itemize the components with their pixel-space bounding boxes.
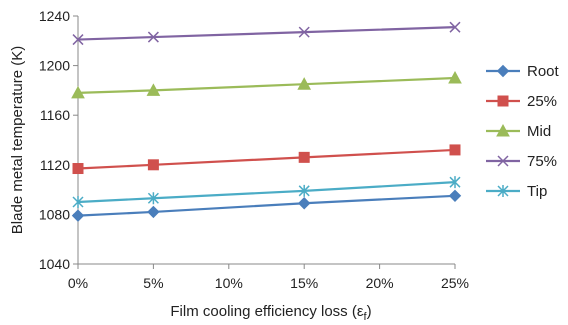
legend-label: 25% — [527, 93, 557, 110]
series-line — [77, 76, 456, 94]
data-point — [449, 21, 461, 33]
legend-marker — [497, 95, 509, 107]
x-tick-label: 20% — [366, 275, 394, 291]
data-point — [72, 196, 84, 208]
data-point — [147, 159, 159, 171]
series-25 — [72, 144, 461, 175]
series-root — [71, 189, 462, 222]
series-line — [77, 148, 456, 170]
legend-item-25: 25% — [486, 93, 557, 110]
legend-item-root: Root — [486, 63, 560, 80]
data-point — [147, 31, 159, 43]
x-tick-label: 10% — [215, 275, 243, 291]
legend-marker — [497, 155, 509, 167]
legend-label: Root — [527, 63, 560, 80]
legend-item-mid: Mid — [486, 123, 551, 140]
legend-marker — [497, 185, 509, 197]
data-point — [72, 163, 84, 175]
data-point — [297, 197, 311, 210]
series-tip — [72, 176, 461, 208]
series-mid — [71, 70, 462, 99]
y-tick-label: 1040 — [39, 256, 70, 272]
y-tick-label: 1240 — [39, 8, 70, 24]
axes: 1040 1080 1120 1160 1200 1240 0% 5% 10% 15% 20% 25% — [39, 8, 469, 291]
y-tick-label: 1200 — [39, 58, 70, 74]
data-point — [71, 85, 85, 99]
x-axis-title: Film cooling efficiency loss (εf) — [170, 303, 371, 323]
y-tick-label: 1080 — [39, 206, 70, 222]
data-point — [298, 26, 310, 38]
x-axis-title-main: Film cooling efficiency loss (ε — [170, 303, 363, 320]
legend-label: 75% — [527, 153, 557, 170]
series-line — [77, 26, 456, 41]
data-point — [147, 205, 160, 219]
y-axis-title: Blade metal temperature (K) — [9, 46, 26, 234]
legend-label: Tip — [527, 183, 547, 200]
legend-marker — [496, 123, 510, 137]
data-point — [449, 176, 461, 189]
legend-marker — [496, 64, 510, 78]
legend-item-tip: Tip — [486, 183, 547, 200]
data-point — [298, 184, 310, 197]
data-point — [72, 34, 84, 46]
series-layer — [71, 21, 462, 222]
x-tick-label: 0% — [68, 275, 88, 291]
legend-label: Mid — [527, 123, 551, 140]
x-axis-title-subscript: f — [364, 311, 368, 323]
x-tick-label: 15% — [290, 275, 318, 291]
x-tick-label: 5% — [143, 275, 163, 291]
series-75 — [72, 21, 461, 46]
data-point — [71, 209, 85, 222]
data-point — [147, 192, 159, 205]
y-tick-label: 1120 — [40, 157, 70, 173]
legend: Root 25% Mid 75% Tip — [486, 63, 560, 200]
data-point — [297, 77, 312, 90]
series-line — [77, 194, 456, 217]
data-point — [448, 70, 462, 84]
legend-item-75: 75% — [486, 153, 557, 170]
y-tick-label: 1160 — [40, 107, 70, 123]
data-point — [146, 83, 161, 96]
data-point — [298, 151, 310, 163]
x-tick-label: 25% — [441, 275, 469, 291]
data-point — [448, 189, 462, 203]
series-line — [77, 181, 456, 204]
data-point — [449, 144, 461, 156]
x-axis-title-close: ) — [367, 303, 372, 320]
